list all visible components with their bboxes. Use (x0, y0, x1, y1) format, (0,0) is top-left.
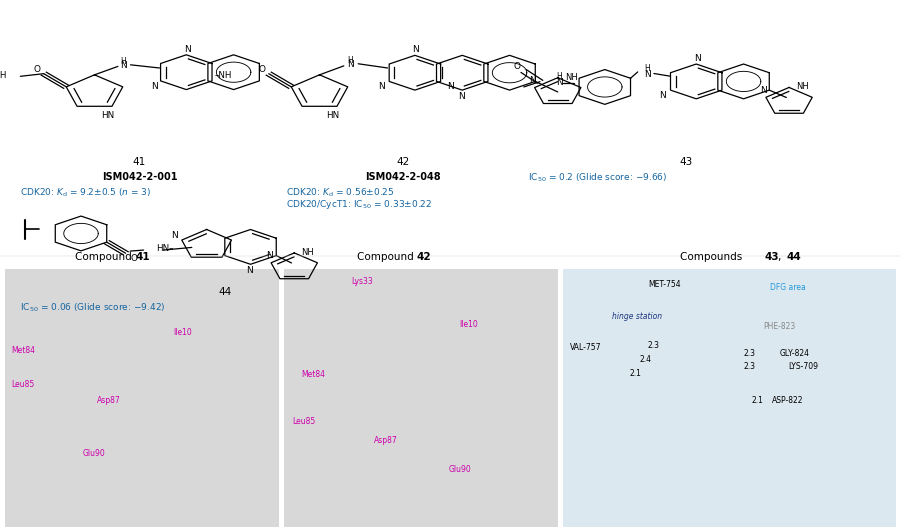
Text: N: N (266, 251, 273, 260)
Text: N: N (151, 82, 158, 91)
Text: 41: 41 (135, 252, 149, 262)
Text: Asp87: Asp87 (374, 435, 397, 445)
Text: O: O (130, 254, 137, 263)
Text: O: O (33, 65, 40, 74)
Text: CDK20: $K_\mathrm{d}$ = 9.2±0.5 ($n$ = 3): CDK20: $K_\mathrm{d}$ = 9.2±0.5 ($n$ = 3… (20, 186, 151, 199)
Text: Asp87: Asp87 (97, 396, 121, 405)
Text: Glu90: Glu90 (448, 464, 471, 474)
Text: 44: 44 (787, 252, 801, 262)
Text: DFG area: DFG area (770, 282, 806, 292)
Bar (4, 269, 279, 527)
Text: MET-754: MET-754 (648, 280, 680, 289)
Text: ASP-822: ASP-822 (772, 396, 804, 405)
Text: H: H (347, 55, 353, 65)
Text: 42: 42 (397, 157, 410, 167)
Text: PHE-823: PHE-823 (763, 322, 796, 331)
Text: NH: NH (796, 82, 809, 91)
Text: IC$_{50}$ = 0.2 (Glide score: −9.66): IC$_{50}$ = 0.2 (Glide score: −9.66) (528, 172, 668, 184)
Text: N: N (556, 77, 563, 87)
Text: 41: 41 (133, 157, 146, 167)
Text: O: O (258, 65, 265, 74)
Text: GLY-824: GLY-824 (779, 348, 809, 358)
Text: 2.1: 2.1 (752, 396, 763, 405)
Text: N: N (529, 76, 536, 85)
Text: NH: NH (302, 248, 314, 257)
Text: –NH: –NH (214, 71, 232, 80)
Text: H: H (556, 72, 562, 81)
Text: H: H (121, 56, 126, 66)
Text: N: N (760, 86, 767, 95)
Text: Compounds: Compounds (680, 252, 745, 262)
Text: Lys33: Lys33 (351, 277, 373, 287)
Text: Met84: Met84 (302, 369, 326, 379)
Text: N: N (659, 91, 666, 100)
Text: CDK20/CycT1: IC$_{50}$ = 0.33±0.22: CDK20/CycT1: IC$_{50}$ = 0.33±0.22 (286, 198, 432, 211)
Text: Compound: Compound (75, 252, 135, 262)
Text: N: N (447, 82, 454, 91)
Bar (284, 269, 558, 527)
Text: Compound: Compound (356, 252, 417, 262)
Text: H: H (644, 64, 651, 73)
Bar (562, 269, 896, 527)
Text: O: O (514, 62, 521, 72)
Text: N: N (184, 44, 191, 54)
Text: Met84: Met84 (11, 346, 35, 355)
Text: LYS-709: LYS-709 (788, 362, 818, 371)
Text: 43: 43 (764, 252, 778, 262)
Text: N: N (120, 61, 127, 71)
Text: 2.1: 2.1 (630, 368, 642, 378)
Text: NH: NH (565, 73, 578, 82)
Text: 2.3: 2.3 (648, 340, 660, 350)
Text: 2.4: 2.4 (639, 355, 651, 364)
Text: 2.3: 2.3 (743, 348, 755, 358)
Text: ISM042-2-048: ISM042-2-048 (365, 172, 441, 182)
Text: HN: HN (101, 111, 114, 120)
Text: –NH: –NH (0, 71, 7, 80)
Text: N: N (171, 231, 178, 240)
Text: hinge station: hinge station (612, 311, 662, 321)
Text: N: N (378, 82, 384, 91)
Text: Glu90: Glu90 (83, 448, 105, 458)
Text: VAL-757: VAL-757 (570, 343, 601, 353)
Text: 43: 43 (680, 157, 692, 167)
Text: Leu85: Leu85 (292, 417, 316, 426)
Text: N: N (346, 60, 354, 70)
Text: Ile10: Ile10 (173, 327, 192, 337)
Text: 42: 42 (417, 252, 431, 262)
Text: Ile10: Ile10 (459, 319, 478, 329)
Text: N: N (458, 92, 464, 101)
Text: IC$_{50}$ = 0.06 (Glide score: −9.42): IC$_{50}$ = 0.06 (Glide score: −9.42) (20, 301, 166, 314)
Text: HN: HN (326, 111, 339, 120)
Text: N: N (644, 70, 651, 79)
Text: 44: 44 (219, 287, 231, 297)
Text: CDK20: $K_\mathrm{d}$ = 0.56±0.25: CDK20: $K_\mathrm{d}$ = 0.56±0.25 (286, 186, 394, 199)
Text: N: N (412, 45, 419, 54)
Text: HN–: HN– (157, 244, 174, 253)
Text: N: N (694, 54, 700, 63)
Text: Leu85: Leu85 (11, 380, 34, 389)
Text: 2.3: 2.3 (743, 362, 755, 371)
Text: N: N (247, 266, 253, 275)
Text: ,: , (778, 252, 784, 262)
Text: ISM042-2-001: ISM042-2-001 (102, 172, 177, 182)
